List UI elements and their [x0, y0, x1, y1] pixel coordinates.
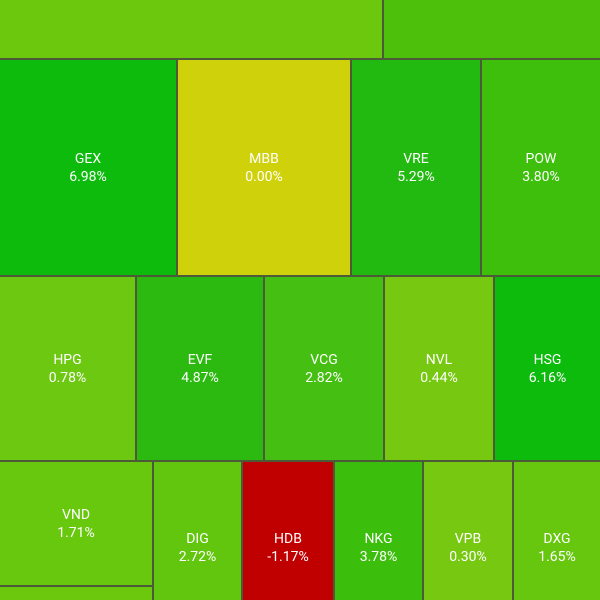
ticker: NVL	[425, 352, 453, 368]
change: -1.17%	[267, 549, 309, 565]
tile[interactable]: VCG 2.82%	[265, 277, 383, 460]
tile[interactable]	[384, 0, 600, 58]
ticker: VCG	[310, 352, 338, 368]
change: 0.78%	[48, 370, 87, 386]
ticker: DXG	[543, 531, 571, 547]
change: 2.72%	[178, 549, 217, 565]
ticker: DIG	[186, 531, 209, 547]
change: 0.00%	[245, 169, 283, 185]
tile[interactable]: DIG 2.72%	[154, 462, 241, 600]
tile[interactable]: VRE 5.29%	[352, 60, 480, 275]
change: 6.98%	[69, 169, 107, 185]
ticker: VPB	[454, 531, 482, 547]
change: 3.78%	[359, 549, 398, 565]
tile[interactable]: DXG 1.65%	[514, 462, 600, 600]
tile[interactable]	[0, 0, 382, 58]
ticker: VRE	[403, 151, 429, 167]
ticker: EVF	[187, 352, 213, 368]
ticker: VND	[61, 507, 91, 523]
tile[interactable]: GEX 6.98%	[0, 60, 176, 275]
ticker: GEX	[74, 151, 102, 167]
tile[interactable]: NKG 3.78%	[335, 462, 422, 600]
change: 3.80%	[522, 169, 560, 185]
tile[interactable]: MBB 0.00%	[178, 60, 350, 275]
ticker: MBB	[249, 151, 279, 167]
tile[interactable]	[0, 587, 152, 600]
tile[interactable]: HSG 6.16%	[495, 277, 600, 460]
tile[interactable]: HPG 0.78%	[0, 277, 135, 460]
change: 6.16%	[528, 370, 567, 386]
tile[interactable]: EVF 4.87%	[137, 277, 263, 460]
ticker: POW	[525, 151, 557, 167]
change: 1.71%	[57, 525, 95, 541]
tile[interactable]: VND 1.71%	[0, 462, 152, 585]
ticker: HPG	[53, 352, 82, 368]
change: 1.65%	[538, 549, 576, 565]
ticker: HDB	[274, 531, 302, 547]
tile[interactable]: NVL 0.44%	[385, 277, 493, 460]
ticker: HSG	[533, 352, 562, 368]
ticker: NKG	[364, 531, 393, 547]
change: 4.87%	[181, 370, 219, 386]
tile[interactable]: POW 3.80%	[482, 60, 600, 275]
change: 2.82%	[305, 370, 343, 386]
change: 0.44%	[420, 370, 458, 386]
tile[interactable]: VPB 0.30%	[424, 462, 512, 600]
change: 5.29%	[397, 169, 435, 185]
tile[interactable]: HDB -1.17%	[243, 462, 333, 600]
change: 0.30%	[449, 549, 487, 565]
